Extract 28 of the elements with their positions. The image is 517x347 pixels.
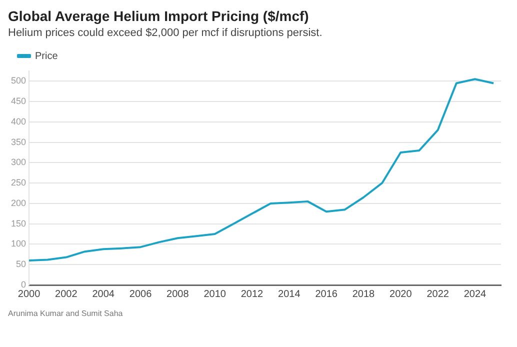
x-tick-label: 2008	[166, 288, 190, 300]
x-tick-label: 2014	[278, 288, 301, 300]
chart-subtitle: Helium prices could exceed $2,000 per mcf if disruptions persist.	[8, 27, 324, 39]
y-tick-label: 250	[10, 178, 26, 188]
y-tick-label: 50	[16, 259, 26, 270]
y-tick-label: 200	[10, 198, 26, 208]
x-tick-label: 2024	[464, 288, 487, 300]
y-tick-label: 450	[10, 96, 26, 106]
x-tick-label: 2006	[129, 288, 152, 300]
legend-label: Price	[35, 50, 58, 62]
y-tick-label: 300	[10, 157, 26, 168]
x-tick-label: 2000	[18, 288, 41, 300]
chart-title: Global Average Helium Import Pricing ($/mcf)	[8, 8, 310, 24]
text: Arunima Kumar and Sumit Saha	[8, 309, 124, 318]
x-tick-label: 2022	[426, 288, 450, 300]
x-tick-label: 2012	[240, 288, 264, 300]
y-tick-label: 100	[10, 238, 26, 249]
y-tick-label: 0	[21, 279, 26, 290]
x-tick-label: 2020	[390, 288, 412, 300]
x-tick-label: 2010	[204, 288, 226, 300]
x-tick-label: 2002	[55, 288, 78, 300]
y-tick-label: 500	[10, 76, 26, 86]
x-tick-label: 2018	[352, 288, 376, 300]
x-tick-label: 2016	[315, 288, 338, 300]
y-tick-label: 350	[10, 136, 26, 147]
y-tick-label: 150	[10, 218, 26, 228]
x-tick-label: 2004	[92, 288, 115, 300]
y-tick-label: 400	[10, 116, 26, 126]
